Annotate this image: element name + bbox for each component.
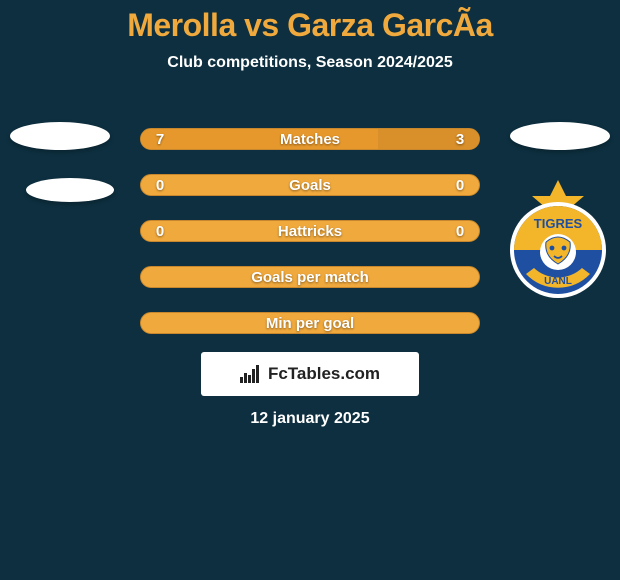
stat-label: Matches xyxy=(179,131,441,148)
tigres-crest-icon: TIGRES UANL xyxy=(508,180,608,300)
stat-row: 0Hattricks0 xyxy=(140,220,480,242)
svg-text:UANL: UANL xyxy=(544,276,572,287)
date-text: 12 january 2025 xyxy=(0,410,620,428)
stat-value-left: 0 xyxy=(141,223,179,240)
comparison-card: Merolla vs Garza GarcÃ­a Club competitio… xyxy=(0,0,620,580)
stat-rows: 7Matches30Goals00Hattricks0Goals per mat… xyxy=(140,128,480,358)
stat-value-left: 7 xyxy=(141,131,179,148)
watermark: FcTables.com xyxy=(201,352,419,396)
stat-label: Hattricks xyxy=(179,223,441,240)
stat-label: Min per goal xyxy=(179,315,441,332)
page-title: Merolla vs Garza GarcÃ­a xyxy=(0,6,620,44)
subtitle: Club competitions, Season 2024/2025 xyxy=(0,54,620,72)
stat-row: 7Matches3 xyxy=(140,128,480,150)
stat-row: Goals per match xyxy=(140,266,480,288)
svg-text:TIGRES: TIGRES xyxy=(534,216,583,231)
stat-row: Min per goal xyxy=(140,312,480,334)
stat-label: Goals per match xyxy=(179,269,441,286)
left-player-club-badge xyxy=(26,178,114,202)
right-player-club-badge: TIGRES UANL xyxy=(508,180,608,300)
watermark-text: FcTables.com xyxy=(268,364,380,384)
stat-value-right: 3 xyxy=(441,131,479,148)
stat-value-left: 0 xyxy=(141,177,179,194)
right-player-avatar xyxy=(510,122,610,150)
left-player-avatar xyxy=(10,122,110,150)
stat-label: Goals xyxy=(179,177,441,194)
stat-row: 0Goals0 xyxy=(140,174,480,196)
bar-chart-icon xyxy=(240,365,262,383)
stat-value-right: 0 xyxy=(441,223,479,240)
stat-value-right: 0 xyxy=(441,177,479,194)
